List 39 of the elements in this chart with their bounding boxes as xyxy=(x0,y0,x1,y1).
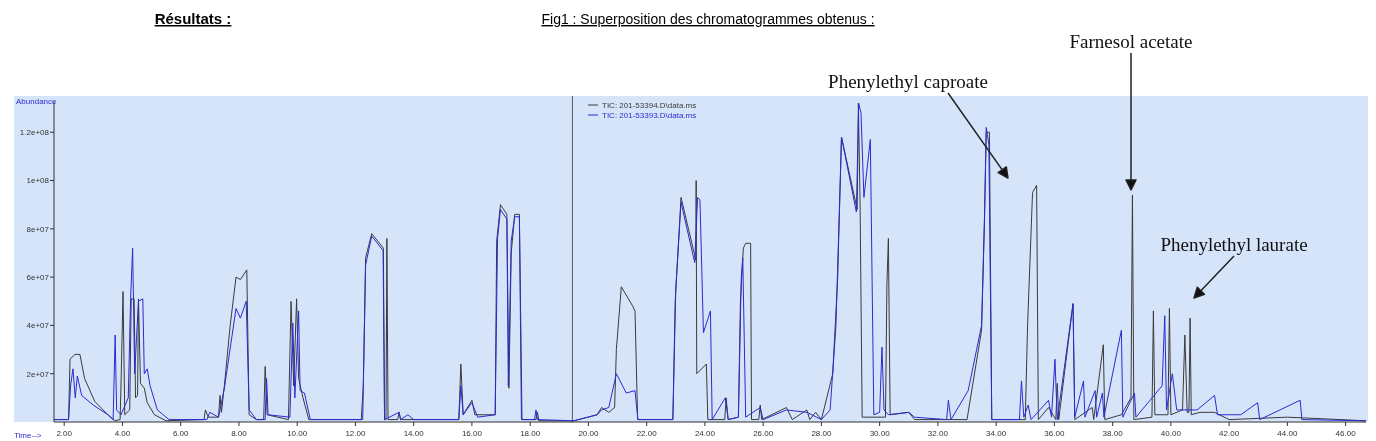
x-tick-label: 6.00 xyxy=(172,429,190,438)
y-tick-label: 8e+07 xyxy=(26,224,50,234)
x-tick-label: 2.00 xyxy=(56,429,73,438)
legend-label: TIC: 201-53394.D\data.ms xyxy=(602,101,697,110)
x-tick-label: 30.00 xyxy=(869,429,891,438)
x-tick-label: 28.00 xyxy=(811,429,832,438)
y-tick-label: 2e+07 xyxy=(26,369,50,379)
line-series xyxy=(53,102,1367,422)
annotation: Phenylethyl laurate xyxy=(1160,234,1308,255)
y-axis-title: Abundance xyxy=(16,97,58,106)
x-tick-label: 34.00 xyxy=(986,429,1007,438)
x-tick-label: 14.00 xyxy=(403,429,425,438)
x-tick-label: 36.00 xyxy=(1044,429,1065,438)
text: Phenylethyl caproate xyxy=(828,71,988,92)
x-tick-label: 20.00 xyxy=(578,429,599,438)
text: Farnesol acetate xyxy=(1069,31,1193,52)
legend-label: TIC: 201-53393.D\data.ms xyxy=(602,111,697,120)
x-tick-label: 22.00 xyxy=(636,429,658,438)
x-tick-label: 46.00 xyxy=(1335,429,1357,438)
x-tick-label: 26.00 xyxy=(753,429,774,438)
x-tick-label: 38.00 xyxy=(1102,429,1124,438)
text: Résultats : xyxy=(154,10,232,27)
y-tick-label: 1.2e+08 xyxy=(19,128,50,138)
y-tick-label: 4e+07 xyxy=(26,321,50,331)
x-tick-label: 12.00 xyxy=(345,429,366,438)
x-tick-label: 16.00 xyxy=(461,429,483,438)
x-tick-label: 18.00 xyxy=(520,429,541,438)
x-tick-label: 32.00 xyxy=(927,429,949,438)
x-tick-label: 42.00 xyxy=(1219,429,1240,438)
x-tick-label: 8.00 xyxy=(231,429,248,438)
y-tick-label: 1e+08 xyxy=(26,176,50,186)
chart-title: Fig1 : Superposition des chromatogrammes obtenus : xyxy=(541,11,875,27)
x-tick-label: 44.00 xyxy=(1277,429,1298,438)
x-tick-label: 40.00 xyxy=(1160,429,1182,438)
y-tick-label: 6e+07 xyxy=(26,272,50,282)
x-tick-label: 10.00 xyxy=(287,429,308,438)
x-tick-label: 24.00 xyxy=(694,429,716,438)
x-tick-label: 4.00 xyxy=(114,429,131,438)
x-axis-title: Time--> xyxy=(14,431,42,440)
